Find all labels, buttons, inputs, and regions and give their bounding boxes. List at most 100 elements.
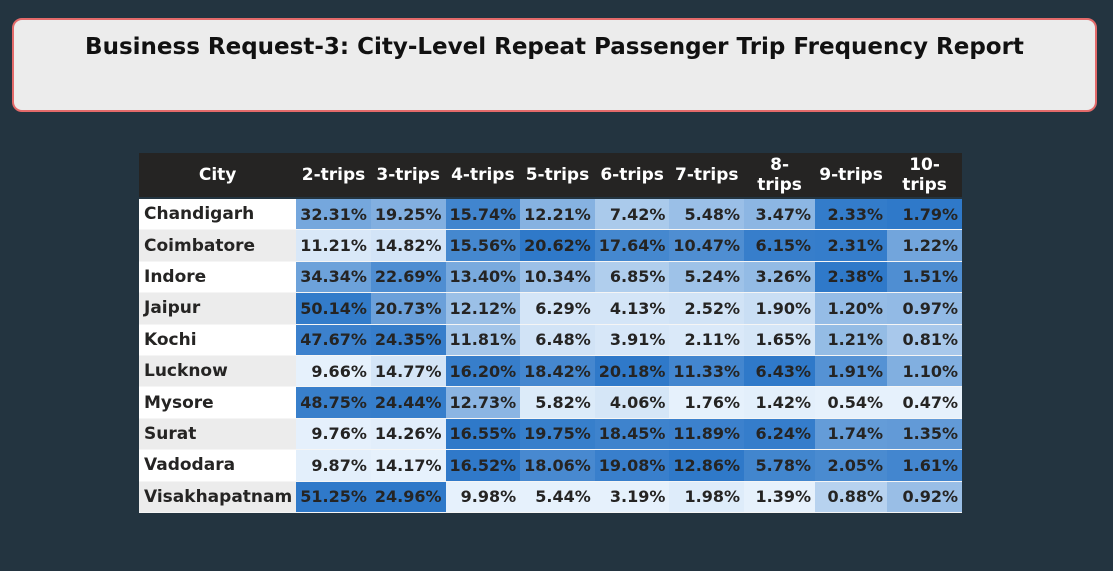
value-cell: 11.21% xyxy=(296,229,371,262)
value-cell: 5.48% xyxy=(669,198,745,231)
value-cell: 2.05% xyxy=(815,449,888,482)
value-cell: 1.61% xyxy=(887,449,963,482)
value-cell: 12.73% xyxy=(445,386,521,419)
table-row: Vadodara 9.87% 14.17% 16.52% 18.06% 19.08% 12.… xyxy=(139,449,963,482)
value-cell: 1.10% xyxy=(887,355,963,388)
value-cell: 9.87% xyxy=(296,449,371,482)
value-cell: 2.31% xyxy=(815,229,888,262)
city-cell: Lucknow xyxy=(139,355,297,388)
value-cell: 19.25% xyxy=(370,198,446,231)
value-cell: 18.45% xyxy=(594,418,670,451)
value-cell: 12.86% xyxy=(669,449,745,482)
value-cell: 0.97% xyxy=(887,292,963,325)
value-cell: 24.96% xyxy=(370,481,446,513)
value-cell: 1.76% xyxy=(669,386,745,419)
table-row: Visakhapatnam 51.25% 24.96% 9.98% 5.44% 3.19%… xyxy=(139,481,963,513)
value-cell: 13.40% xyxy=(445,261,521,294)
value-cell: 6.43% xyxy=(744,355,816,388)
column-header-5-trips[interactable]: 5-trips xyxy=(520,153,595,199)
value-cell: 16.55% xyxy=(445,418,521,451)
column-header-7-trips[interactable]: 7-trips xyxy=(669,153,745,199)
value-cell: 16.52% xyxy=(445,449,521,482)
value-cell: 5.24% xyxy=(669,261,745,294)
value-cell: 1.98% xyxy=(669,481,745,513)
value-cell: 15.56% xyxy=(445,229,521,262)
city-cell: Mysore xyxy=(139,386,297,419)
value-cell: 18.06% xyxy=(520,449,595,482)
value-cell: 20.73% xyxy=(370,292,446,325)
value-cell: 32.31% xyxy=(296,198,371,231)
value-cell: 2.38% xyxy=(815,261,888,294)
value-cell: 11.33% xyxy=(669,355,745,388)
city-cell: Vadodara xyxy=(139,449,297,482)
city-cell: Kochi xyxy=(139,324,297,356)
value-cell: 3.91% xyxy=(594,324,670,356)
column-header-city[interactable]: City xyxy=(139,153,297,199)
trip-frequency-matrix: City 2-trips 3-trips 4-trips 5-trips 6-trips… xyxy=(139,153,963,513)
value-cell: 18.42% xyxy=(520,355,595,388)
value-cell: 3.26% xyxy=(744,261,816,294)
value-cell: 3.47% xyxy=(744,198,816,231)
table-row: Kochi 47.67% 24.35% 11.81% 6.48% 3.91% 2.11% 1.… xyxy=(139,324,963,356)
value-cell: 6.15% xyxy=(744,229,816,262)
value-cell: 15.74% xyxy=(445,198,521,231)
value-cell: 1.91% xyxy=(815,355,888,388)
value-cell: 1.42% xyxy=(744,386,816,419)
column-header-2-trips[interactable]: 2-trips xyxy=(296,153,371,199)
value-cell: 1.79% xyxy=(887,198,963,231)
value-cell: 20.62% xyxy=(520,229,595,262)
value-cell: 24.44% xyxy=(370,386,446,419)
value-cell: 0.54% xyxy=(815,386,888,419)
value-cell: 4.06% xyxy=(594,386,670,419)
city-cell: Surat xyxy=(139,418,297,451)
value-cell: 50.14% xyxy=(296,292,371,325)
value-cell: 12.12% xyxy=(445,292,521,325)
value-cell: 14.82% xyxy=(370,229,446,262)
value-cell: 48.75% xyxy=(296,386,371,419)
value-cell: 34.34% xyxy=(296,261,371,294)
value-cell: 6.29% xyxy=(520,292,595,325)
table-row: Coimbatore 11.21% 14.82% 15.56% 20.62% 17.64%… xyxy=(139,229,963,262)
column-header-9-trips[interactable]: 9-trips xyxy=(815,153,888,199)
value-cell: 1.65% xyxy=(744,324,816,356)
value-cell: 2.33% xyxy=(815,198,888,231)
page-title: Business Request-3: City-Level Repeat Pa… xyxy=(85,34,1024,60)
column-header-10-trips[interactable]: 10-trips xyxy=(887,153,963,199)
value-cell: 1.20% xyxy=(815,292,888,325)
column-header-3-trips[interactable]: 3-trips xyxy=(370,153,446,199)
city-cell: Jaipur xyxy=(139,292,297,325)
value-cell: 11.81% xyxy=(445,324,521,356)
value-cell: 4.13% xyxy=(594,292,670,325)
header-row: City 2-trips 3-trips 4-trips 5-trips 6-trips… xyxy=(139,153,963,199)
column-header-4-trips[interactable]: 4-trips xyxy=(445,153,521,199)
column-header-6-trips[interactable]: 6-trips xyxy=(594,153,670,199)
city-cell: Visakhapatnam xyxy=(139,481,297,513)
value-cell: 9.76% xyxy=(296,418,371,451)
value-cell: 7.42% xyxy=(594,198,670,231)
value-cell: 14.17% xyxy=(370,449,446,482)
value-cell: 1.90% xyxy=(744,292,816,325)
value-cell: 0.92% xyxy=(887,481,963,513)
value-cell: 1.35% xyxy=(887,418,963,451)
city-cell: Chandigarh xyxy=(139,198,297,231)
table-row: Surat 9.76% 14.26% 16.55% 19.75% 18.45% 11.89%… xyxy=(139,418,963,451)
city-cell: Coimbatore xyxy=(139,229,297,262)
value-cell: 9.98% xyxy=(445,481,521,513)
value-cell: 0.81% xyxy=(887,324,963,356)
value-cell: 6.24% xyxy=(744,418,816,451)
value-cell: 20.18% xyxy=(594,355,670,388)
value-cell: 5.44% xyxy=(520,481,595,513)
value-cell: 6.85% xyxy=(594,261,670,294)
table-row: Jaipur 50.14% 20.73% 12.12% 6.29% 4.13% 2.52% 1… xyxy=(139,292,963,325)
value-cell: 16.20% xyxy=(445,355,521,388)
table-row: Chandigarh 32.31% 19.25% 15.74% 12.21% 7.42% 5… xyxy=(139,198,963,231)
value-cell: 3.19% xyxy=(594,481,670,513)
column-header-8-trips[interactable]: 8-trips xyxy=(744,153,816,199)
value-cell: 19.75% xyxy=(520,418,595,451)
city-cell: Indore xyxy=(139,261,297,294)
value-cell: 47.67% xyxy=(296,324,371,356)
value-cell: 9.66% xyxy=(296,355,371,388)
value-cell: 12.21% xyxy=(520,198,595,231)
value-cell: 19.08% xyxy=(594,449,670,482)
matrix-body: Chandigarh 32.31% 19.25% 15.74% 12.21% 7.42% 5… xyxy=(139,198,963,513)
